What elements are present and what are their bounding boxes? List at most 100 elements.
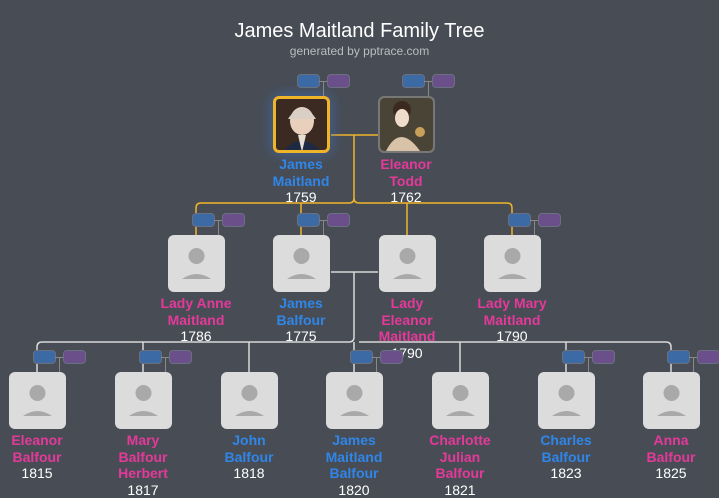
add-father-button[interactable] bbox=[562, 350, 585, 364]
person-label[interactable]: James Balfour 1775 bbox=[246, 295, 356, 345]
person-placeholder-icon bbox=[656, 385, 686, 416]
person-placeholder-icon bbox=[551, 385, 581, 416]
birth-year: 1823 bbox=[550, 465, 582, 481]
birth-year: 1821 bbox=[444, 481, 476, 498]
parent-stub-line bbox=[218, 220, 219, 235]
person-name: James bbox=[279, 295, 323, 311]
person-name: Charles bbox=[540, 432, 592, 448]
person-name: Eleanor bbox=[380, 156, 432, 172]
add-mother-button[interactable] bbox=[222, 213, 245, 227]
person-name: Maitland bbox=[378, 328, 436, 344]
parent-stub-line bbox=[693, 357, 694, 372]
person-card[interactable] bbox=[114, 372, 172, 429]
birth-year: 1775 bbox=[285, 328, 317, 344]
person-name: Maitland bbox=[483, 311, 541, 328]
person-label[interactable]: Lady Anne Maitland 1786 bbox=[141, 295, 251, 345]
person-label[interactable]: Eleanor Todd 1762 bbox=[351, 156, 461, 206]
parent-stub-line bbox=[323, 81, 324, 96]
person-name: Lady Mary bbox=[477, 295, 547, 311]
person-name: Lady Anne bbox=[160, 295, 232, 311]
parent-stub-line bbox=[376, 357, 377, 372]
person-label[interactable]: James Maitland 1759 bbox=[246, 156, 356, 206]
birth-year: 1825 bbox=[655, 465, 687, 481]
person-placeholder-icon bbox=[22, 385, 52, 416]
birth-year: 1790 bbox=[496, 328, 528, 344]
birth-year: 1786 bbox=[180, 328, 212, 344]
add-mother-button[interactable] bbox=[697, 350, 719, 364]
person-card[interactable] bbox=[272, 96, 330, 153]
person-label[interactable]: Charles Balfour 1823 bbox=[511, 432, 621, 482]
person-card[interactable] bbox=[220, 372, 278, 429]
add-mother-button[interactable] bbox=[380, 350, 403, 364]
person-name: Charlotte bbox=[429, 432, 491, 448]
person-label[interactable]: Charlotte Julian Balfour 1821 bbox=[405, 432, 515, 498]
person-label[interactable]: James Maitland Balfour 1820 bbox=[299, 432, 409, 498]
person-placeholder-icon bbox=[128, 385, 158, 416]
person-name: Balfour bbox=[329, 465, 379, 481]
person-name: Eleanor bbox=[11, 432, 63, 448]
person-placeholder-icon bbox=[392, 248, 422, 279]
add-father-button[interactable] bbox=[297, 213, 320, 227]
parent-stub-line bbox=[588, 357, 589, 372]
add-mother-button[interactable] bbox=[327, 74, 350, 88]
person-card[interactable] bbox=[325, 372, 383, 429]
person-name: Balfour bbox=[435, 465, 485, 481]
person-card[interactable] bbox=[167, 235, 225, 292]
birth-year: 1820 bbox=[338, 481, 370, 498]
person-name: Balfour bbox=[541, 448, 591, 465]
person-name: Balfour bbox=[224, 448, 274, 465]
parent-stub-line bbox=[59, 357, 60, 372]
birth-year: 1818 bbox=[233, 465, 265, 481]
birth-year: 1817 bbox=[127, 481, 159, 498]
person-label[interactable]: Anna Balfour 1825 bbox=[616, 432, 719, 482]
person-label[interactable]: John Balfour 1818 bbox=[194, 432, 304, 482]
person-placeholder-icon bbox=[181, 248, 211, 279]
birth-year: 1759 bbox=[285, 189, 317, 205]
person-label[interactable]: Eleanor Balfour 1815 bbox=[0, 432, 92, 482]
person-name: Mary bbox=[126, 432, 160, 448]
add-father-button[interactable] bbox=[402, 74, 425, 88]
parent-stub-line bbox=[428, 81, 429, 96]
add-father-button[interactable] bbox=[192, 213, 215, 227]
add-father-button[interactable] bbox=[139, 350, 162, 364]
person-card[interactable] bbox=[642, 372, 700, 429]
person-name: James bbox=[279, 156, 323, 172]
person-name: Maitland bbox=[272, 172, 330, 189]
add-father-button[interactable] bbox=[508, 213, 531, 227]
person-name: Todd bbox=[389, 172, 423, 189]
parent-stub-line bbox=[534, 220, 535, 235]
person-name: James bbox=[332, 432, 376, 448]
add-father-button[interactable] bbox=[33, 350, 56, 364]
person-card[interactable] bbox=[377, 96, 435, 153]
person-card[interactable] bbox=[272, 235, 330, 292]
person-card[interactable] bbox=[378, 235, 436, 292]
person-card[interactable] bbox=[431, 372, 489, 429]
person-name: John bbox=[232, 432, 266, 448]
add-mother-button[interactable] bbox=[327, 213, 350, 227]
portrait-photo bbox=[379, 98, 433, 151]
page-title: James Maitland Family Tree bbox=[234, 20, 485, 42]
add-father-button[interactable] bbox=[297, 74, 320, 88]
person-name: Balfour bbox=[646, 448, 696, 465]
person-placeholder-icon bbox=[339, 385, 369, 416]
add-mother-button[interactable] bbox=[63, 350, 86, 364]
add-father-button[interactable] bbox=[350, 350, 373, 364]
person-name: Balfour bbox=[12, 448, 62, 465]
portrait-photo bbox=[275, 99, 327, 150]
person-label[interactable]: Mary Balfour Herbert 1817 bbox=[88, 432, 198, 498]
add-mother-button[interactable] bbox=[169, 350, 192, 364]
add-father-button[interactable] bbox=[667, 350, 690, 364]
person-name: Julian bbox=[439, 448, 481, 465]
person-name: Anna bbox=[653, 432, 689, 448]
person-label[interactable]: Lady Mary Maitland 1790 bbox=[457, 295, 567, 345]
add-mother-button[interactable] bbox=[538, 213, 561, 227]
add-mother-button[interactable] bbox=[592, 350, 615, 364]
person-placeholder-icon bbox=[286, 248, 316, 279]
person-name: Lady bbox=[390, 295, 424, 311]
person-name: Balfour bbox=[118, 448, 168, 465]
person-card[interactable] bbox=[8, 372, 66, 429]
person-card[interactable] bbox=[537, 372, 595, 429]
add-mother-button[interactable] bbox=[432, 74, 455, 88]
person-card[interactable] bbox=[483, 235, 541, 292]
person-name: Eleanor bbox=[381, 311, 433, 328]
